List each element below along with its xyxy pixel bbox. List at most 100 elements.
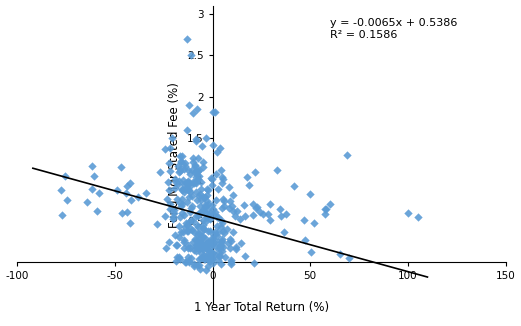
Point bbox=[180, 259, 189, 265]
Point bbox=[193, 107, 201, 112]
Point bbox=[183, 255, 192, 260]
Point bbox=[217, 262, 226, 267]
Point bbox=[199, 234, 207, 240]
Point bbox=[214, 214, 222, 219]
Point bbox=[180, 245, 189, 251]
Point bbox=[240, 203, 249, 208]
Point bbox=[175, 181, 183, 186]
Point bbox=[206, 216, 215, 222]
Point bbox=[180, 224, 189, 230]
Point bbox=[186, 184, 194, 189]
Point bbox=[226, 245, 234, 250]
Point bbox=[199, 223, 207, 228]
Point bbox=[199, 246, 207, 252]
Point bbox=[203, 199, 211, 204]
Point bbox=[193, 242, 202, 247]
Point bbox=[182, 187, 191, 192]
Point bbox=[184, 179, 192, 184]
Point bbox=[191, 170, 200, 175]
Point bbox=[180, 189, 188, 194]
Point bbox=[202, 243, 210, 248]
Point bbox=[153, 222, 161, 227]
Point bbox=[195, 241, 203, 246]
Point bbox=[191, 139, 200, 144]
Point bbox=[200, 226, 208, 231]
Point bbox=[171, 259, 180, 264]
Point bbox=[182, 228, 191, 233]
Point bbox=[184, 243, 192, 248]
Point bbox=[191, 162, 200, 168]
Point bbox=[201, 202, 209, 207]
Point bbox=[184, 195, 193, 200]
Point bbox=[176, 200, 184, 206]
Point bbox=[195, 193, 203, 199]
Point bbox=[217, 239, 226, 244]
Point bbox=[207, 241, 216, 246]
Point bbox=[194, 237, 203, 242]
Point bbox=[186, 171, 194, 177]
Point bbox=[309, 221, 318, 226]
Point bbox=[206, 258, 215, 263]
Point bbox=[264, 211, 272, 216]
Point bbox=[214, 229, 222, 234]
Point bbox=[249, 213, 257, 218]
Point bbox=[193, 197, 201, 202]
Point bbox=[219, 229, 227, 234]
Point bbox=[210, 229, 219, 234]
Point bbox=[202, 241, 210, 246]
Point bbox=[197, 241, 206, 246]
Point bbox=[187, 53, 195, 58]
Point bbox=[191, 243, 200, 248]
Point bbox=[162, 246, 170, 251]
Point bbox=[202, 268, 210, 273]
Point bbox=[211, 110, 219, 115]
Point bbox=[200, 256, 208, 261]
Point bbox=[191, 189, 200, 195]
Point bbox=[195, 263, 204, 268]
Point bbox=[199, 242, 207, 247]
Point bbox=[208, 235, 216, 240]
Point bbox=[228, 229, 237, 234]
Point bbox=[184, 245, 193, 251]
Point bbox=[216, 146, 225, 151]
Point bbox=[194, 232, 202, 237]
Point bbox=[189, 218, 197, 224]
Point bbox=[195, 192, 204, 197]
Point bbox=[243, 175, 251, 180]
Point bbox=[202, 135, 210, 141]
Point bbox=[306, 191, 314, 197]
Point bbox=[187, 205, 195, 210]
Point bbox=[189, 239, 197, 244]
Point bbox=[188, 204, 196, 209]
Point bbox=[204, 206, 212, 211]
Point bbox=[172, 243, 181, 248]
Point bbox=[207, 256, 216, 261]
Point bbox=[88, 163, 96, 169]
Point bbox=[241, 254, 250, 259]
Point bbox=[276, 206, 284, 212]
Point bbox=[203, 252, 211, 258]
Point bbox=[170, 232, 179, 238]
Point bbox=[277, 213, 286, 218]
Point bbox=[237, 241, 245, 246]
Point bbox=[94, 190, 103, 196]
Point bbox=[343, 153, 351, 158]
Point bbox=[183, 36, 191, 41]
Point bbox=[203, 215, 212, 220]
Point bbox=[228, 204, 236, 209]
Point bbox=[208, 109, 217, 114]
Point bbox=[336, 252, 344, 257]
Point bbox=[214, 257, 222, 262]
Point bbox=[182, 259, 190, 264]
Point bbox=[321, 207, 329, 212]
Point bbox=[227, 260, 235, 265]
Point bbox=[218, 248, 227, 253]
Point bbox=[192, 172, 201, 178]
Point bbox=[180, 167, 189, 172]
Point bbox=[414, 214, 422, 219]
Point bbox=[166, 201, 175, 207]
Point bbox=[63, 198, 71, 203]
Point bbox=[217, 168, 226, 173]
Point bbox=[226, 237, 234, 242]
Point bbox=[199, 207, 207, 212]
